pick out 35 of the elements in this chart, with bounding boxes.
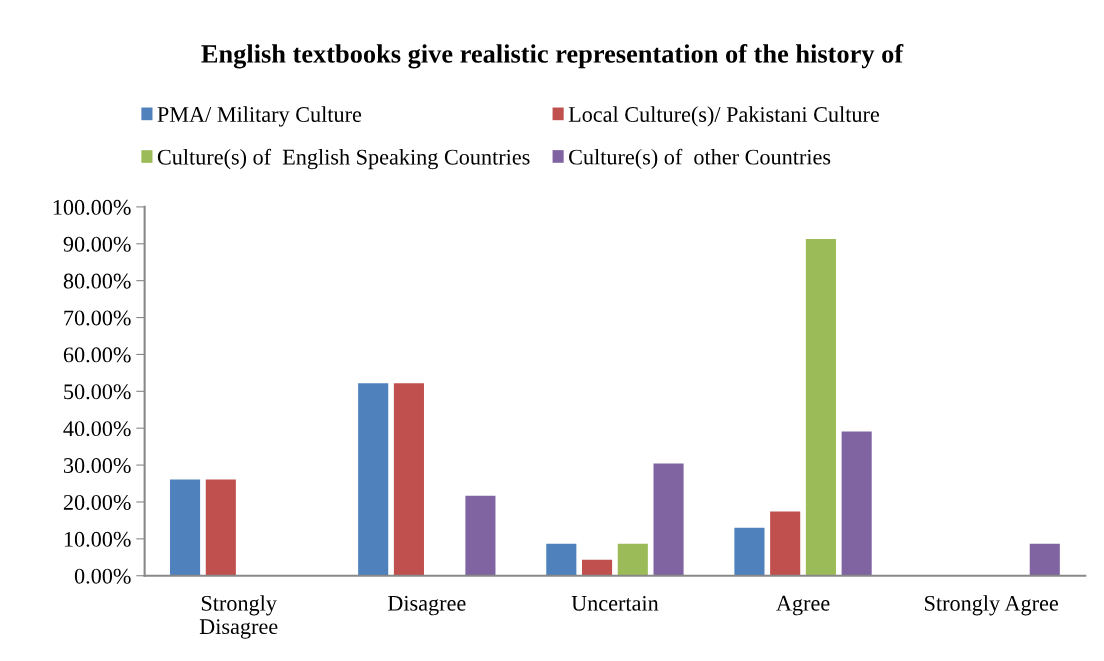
x-tick-label: Strongly Agree <box>925 595 1058 616</box>
legend-label: Local Culture(s)/ Pakistani Culture <box>568 106 880 127</box>
bar <box>465 495 496 576</box>
y-tick-label: 70.00% <box>64 310 131 326</box>
x-tick-label: Uncertain <box>571 595 659 611</box>
bar <box>205 479 236 576</box>
bar <box>805 238 836 576</box>
bar <box>393 383 424 576</box>
bar <box>770 511 801 576</box>
bar <box>617 543 648 576</box>
legend-label: PMA/ Military Culture <box>157 106 362 127</box>
y-tick-label: 30.00% <box>63 458 131 474</box>
bar <box>358 383 389 576</box>
bar <box>582 559 613 576</box>
y-tick-label: 60.00% <box>63 347 131 363</box>
y-tick-label: 80.00% <box>63 273 131 289</box>
y-tick-label: 20.00% <box>63 494 131 510</box>
bar <box>653 463 684 576</box>
bar <box>734 527 765 576</box>
y-tick-label: 50.00% <box>64 384 131 400</box>
x-tick-label: Disagree <box>387 595 466 616</box>
x-tick-label: Strongly Disagree <box>199 595 278 639</box>
y-tick-label: 0.00% <box>74 568 131 584</box>
bar <box>546 543 577 576</box>
legend-label: Culture(s) of English Speaking Countries <box>157 148 530 170</box>
bar <box>170 479 201 576</box>
y-tick-label: 40.00% <box>63 421 131 437</box>
chart-title: English textbooks give realistic representation of the history of <box>201 43 904 69</box>
x-tick-label: Agree <box>776 595 830 616</box>
bar <box>1029 543 1060 576</box>
y-tick-label: 90.00% <box>63 236 131 252</box>
y-tick-label: 100.00% <box>53 199 131 215</box>
y-tick-label: 10.00% <box>64 531 131 547</box>
bar <box>841 431 872 576</box>
legend-label: Culture(s) of other Countries <box>569 148 831 170</box>
